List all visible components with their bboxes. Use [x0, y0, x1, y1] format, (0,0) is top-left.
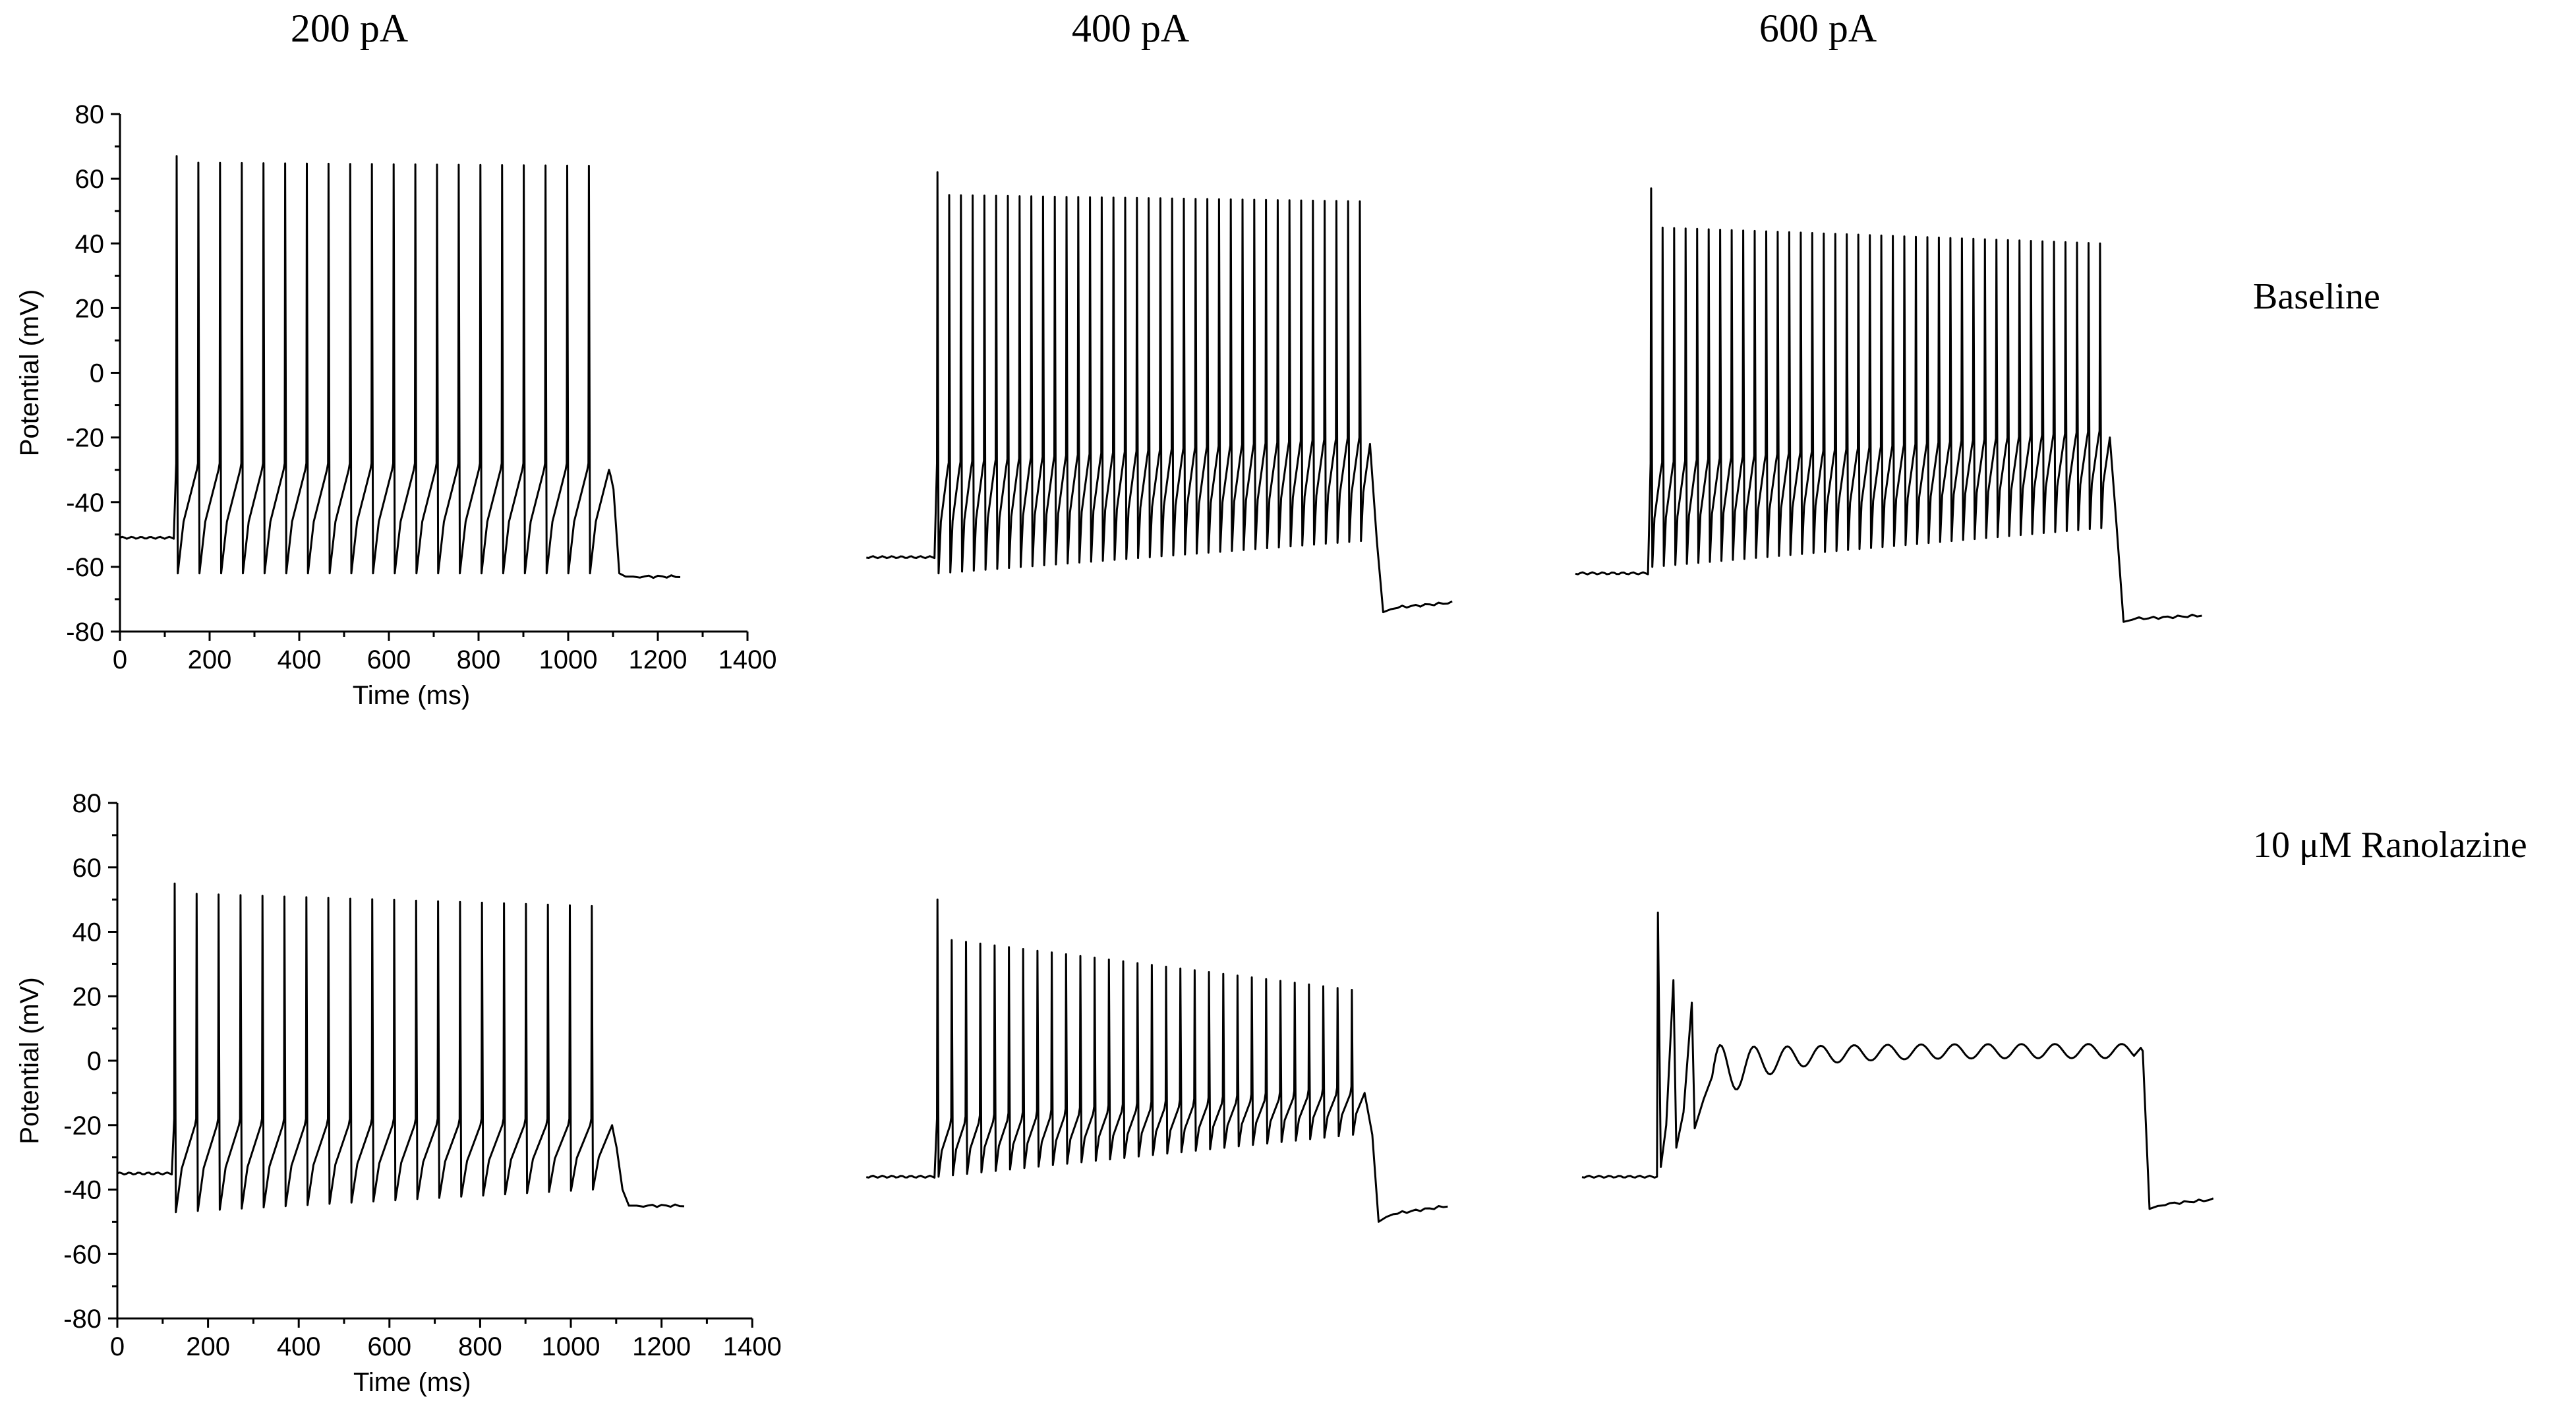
x-tick-label: 600: [367, 1332, 411, 1361]
voltage-trace: [866, 899, 1448, 1223]
y-tick-label: -60: [63, 1240, 102, 1269]
voltage-trace: [1581, 911, 2214, 1210]
x-tick-label: 0: [113, 645, 127, 674]
y-tick-label: -40: [66, 488, 104, 517]
x-tick-label: 1000: [542, 1332, 600, 1361]
y-tick-label: 60: [73, 854, 102, 883]
y-tick-label: 40: [73, 918, 102, 947]
y-tick-label: 80: [75, 100, 105, 129]
column-label-400pa: 400 pA: [1072, 7, 1189, 50]
x-axis-title: Time (ms): [353, 1368, 471, 1397]
y-tick-label: 20: [73, 982, 102, 1011]
x-tick-label: 1200: [632, 1332, 691, 1361]
x-tick-label: 800: [458, 1332, 502, 1361]
voltage-trace: [866, 171, 1453, 614]
row-label-ranolazine: 10 μM Ranolazine: [2253, 825, 2527, 866]
y-tick-label: -20: [66, 424, 104, 453]
x-tick-label: 1200: [629, 645, 688, 674]
x-tick-label: 1000: [539, 645, 598, 674]
row-label-baseline: Baseline: [2253, 276, 2380, 317]
y-tick-label: -40: [63, 1176, 102, 1205]
y-tick-label: -20: [63, 1111, 102, 1140]
x-tick-label: 400: [278, 645, 322, 674]
panel-baseline-600pa: [1575, 187, 2202, 623]
voltage-trace: [117, 882, 685, 1214]
x-tick-label: 400: [277, 1332, 321, 1361]
x-tick-label: 800: [457, 645, 501, 674]
panel-baseline-400pa: [866, 171, 1453, 614]
x-tick-label: 1400: [723, 1332, 782, 1361]
panel-ranolazine-600pa: [1581, 911, 2214, 1210]
column-label-200pa: 200 pA: [291, 7, 408, 50]
x-tick-label: 1400: [718, 645, 777, 674]
x-axis-title: Time (ms): [353, 681, 470, 710]
voltage-trace: [1575, 187, 2202, 623]
voltage-trace: [119, 155, 681, 579]
y-tick-label: -60: [66, 553, 104, 582]
y-tick-label: -80: [66, 618, 104, 647]
y-tick-label: -80: [63, 1305, 102, 1334]
x-tick-label: 200: [188, 645, 232, 674]
y-tick-label: 80: [73, 789, 102, 818]
y-tick-label: 60: [75, 165, 105, 194]
column-label-600pa: 600 pA: [1759, 7, 1877, 50]
x-tick-label: 600: [367, 645, 411, 674]
y-tick-label: 40: [75, 229, 105, 258]
panel-ranolazine-400pa: [866, 899, 1448, 1223]
y-axis-title: Potential (mV): [15, 977, 44, 1144]
x-tick-label: 200: [186, 1332, 230, 1361]
y-tick-label: 0: [90, 359, 104, 388]
y-tick-label: 0: [87, 1047, 102, 1076]
y-axis-title: Potential (mV): [15, 289, 44, 456]
y-tick-label: 20: [75, 294, 105, 323]
x-tick-label: 0: [110, 1332, 125, 1361]
